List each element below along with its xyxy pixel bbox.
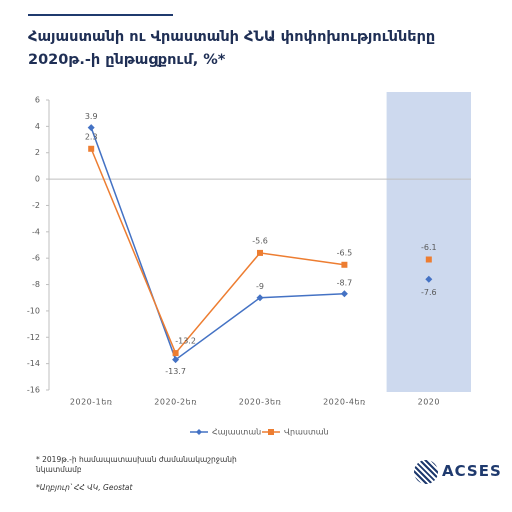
- y-tick-label: 2: [35, 148, 40, 157]
- x-tick-label: 2020: [418, 398, 440, 407]
- x-tick-label: 2020-2եռ: [154, 398, 197, 407]
- marker: [256, 294, 264, 302]
- legend-label: Վրաստան: [284, 428, 329, 437]
- x-tick-label: 2020-4եռ: [323, 398, 366, 407]
- legend-marker: [196, 429, 202, 435]
- x-tick-label: 2020-3եռ: [239, 398, 282, 407]
- series-line: [90, 127, 345, 361]
- data-label: -6.5: [337, 248, 353, 257]
- marker: [425, 256, 432, 263]
- marker: [87, 124, 95, 132]
- series-line: [90, 148, 345, 355]
- y-tick-label: -8: [32, 280, 40, 289]
- marker: [340, 290, 348, 298]
- footnote: *Աղբյուր՝ ՀՀ ՎԿ, Geostat: [36, 483, 133, 492]
- y-tick-label: -2: [32, 201, 40, 210]
- data-label: -13.7: [165, 367, 186, 376]
- y-tick-label: 0: [35, 175, 40, 184]
- data-label: -5.6: [252, 236, 268, 245]
- marker: [341, 261, 348, 268]
- footnote: * 2019թ.-ի համապատասխան ժամանակաշրջանի ն…: [36, 455, 237, 474]
- marker: [172, 350, 179, 357]
- logo-icon: [414, 460, 438, 484]
- y-tick-label: -14: [27, 359, 40, 368]
- y-tick-label: -4: [32, 227, 40, 236]
- data-label: -6.1: [421, 243, 437, 252]
- marker: [88, 145, 95, 152]
- marker: [172, 356, 180, 364]
- legend-marker: [268, 429, 274, 435]
- title-rule: [28, 14, 173, 16]
- y-tick-label: -12: [27, 333, 40, 342]
- data-label: -8.7: [337, 278, 353, 287]
- x-tick-label: 2020-1եռ: [70, 398, 113, 407]
- data-label: -13.2: [175, 337, 196, 346]
- logo: ACSES: [442, 462, 502, 480]
- y-tick-label: -6: [32, 254, 40, 263]
- data-label: 3.9: [85, 112, 98, 121]
- marker: [257, 249, 263, 256]
- marker: [425, 275, 433, 283]
- highlight-band: [386, 92, 471, 392]
- legend-label: Հայաստան: [212, 428, 261, 437]
- data-label: -7.6: [421, 288, 437, 297]
- data-label: 2.3: [85, 132, 98, 141]
- data-label: -9: [256, 282, 264, 291]
- y-tick-label: 4: [35, 122, 40, 131]
- chart-title: Հայաստանի ու Վրաստանի ՀՆԱ փոփոխություննե…: [28, 29, 436, 68]
- y-tick-label: -10: [27, 306, 40, 315]
- y-tick-label: -16: [27, 386, 40, 395]
- y-tick-label: 6: [35, 96, 40, 105]
